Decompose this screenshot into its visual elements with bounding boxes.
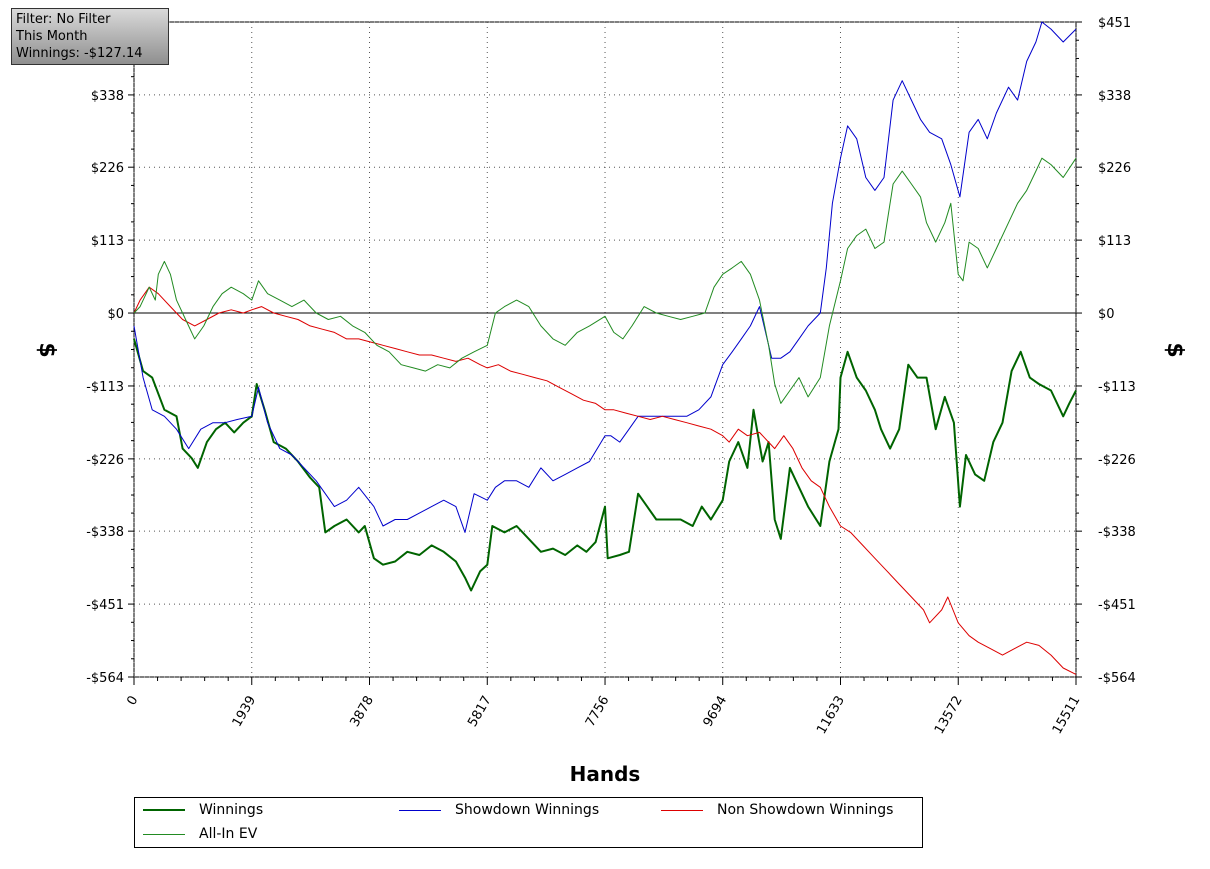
plot-area	[133, 21, 1077, 678]
y-tick-label-right: $226	[1098, 161, 1131, 176]
legend-item-showdown: Showdown Winnings	[399, 802, 599, 818]
y-tick-label-left: -$226	[86, 453, 124, 468]
legend-item-winnings: Winnings	[143, 802, 263, 818]
y-tick-label-right: $451	[1098, 16, 1131, 31]
x-axis-ticks: 0 1939 3878 5817 7756 9694 11633 13572 15511	[124, 677, 1083, 737]
y-tick-label-left: -$113	[86, 380, 124, 395]
legend-label-showdown: Showdown Winnings	[455, 802, 600, 818]
y-tick-label-right: -$338	[1098, 525, 1136, 540]
y-tick-label-right: -$564	[1098, 671, 1136, 686]
legend-swatch-allin-ev	[143, 833, 185, 835]
filter-info-box: Filter: No Filter This Month Winnings: -…	[11, 8, 169, 65]
x-tick-label: 13572	[932, 694, 966, 737]
x-tick-label: 7756	[583, 694, 613, 730]
y-tick-label-left: $226	[91, 161, 124, 176]
legend-label-non-showdown: Non Showdown Winnings	[717, 802, 894, 818]
x-tick-label: 1939	[230, 694, 260, 730]
y-tick-label-left: $113	[91, 234, 124, 249]
x-tick-label: 9694	[701, 694, 731, 730]
y-tick-label-right: -$226	[1098, 453, 1136, 468]
y-tick-label-right: $113	[1098, 234, 1131, 249]
y-tick-label-left: -$338	[86, 525, 124, 540]
y-tick-label-right: $0	[1098, 307, 1115, 322]
legend-label-allin-ev: All-In EV	[199, 826, 258, 842]
y-tick-label-left: -$451	[86, 598, 124, 613]
y-axis-right-ticks: $451 $338 $226 $113 $0 -$113 -$226 -$338 -$451 -$…	[1076, 16, 1136, 686]
legend-item-allin-ev: All-In EV	[143, 826, 257, 842]
series-lines	[133, 21, 1077, 675]
y-tick-label-right: -$113	[1098, 380, 1136, 395]
period-label: This Month	[16, 29, 88, 44]
x-tick-label: 11633	[814, 694, 848, 737]
y-tick-label-right: $338	[1098, 89, 1131, 104]
filter-label: Filter: No Filter	[16, 12, 111, 27]
y-tick-label-left: -$564	[86, 671, 124, 686]
legend-swatch-winnings	[143, 809, 185, 811]
x-tick-label: 15511	[1050, 694, 1084, 737]
winnings-summary: Winnings: -$127.14	[16, 46, 143, 61]
x-axis-title: Hands	[570, 762, 641, 786]
x-tick-label: 3878	[347, 694, 377, 730]
chart-legend: Winnings Showdown Winnings Non Showdown …	[134, 797, 923, 848]
series-line-all-in-ev	[133, 157, 1077, 404]
y-axis-title-right: $	[1162, 342, 1187, 357]
legend-item-non-showdown: Non Showdown Winnings	[661, 802, 893, 818]
legend-label-winnings: Winnings	[199, 802, 264, 818]
y-tick-label-left: $0	[107, 307, 124, 322]
y-tick-label-right: -$451	[1098, 598, 1136, 613]
y-axis-title-left: $	[34, 342, 59, 357]
legend-swatch-showdown	[399, 809, 441, 811]
series-line-non-showdown-winnings	[133, 286, 1077, 675]
legend-swatch-non-showdown	[661, 809, 703, 811]
x-tick-label: 0	[124, 694, 141, 709]
y-tick-label-left: $338	[91, 89, 124, 104]
y-axis-left-ticks: $451$338$226$113$0-$113-$226-$338-$451-$…	[86, 16, 134, 686]
x-tick-label: 5817	[465, 694, 495, 730]
series-line-winnings	[133, 338, 1077, 592]
